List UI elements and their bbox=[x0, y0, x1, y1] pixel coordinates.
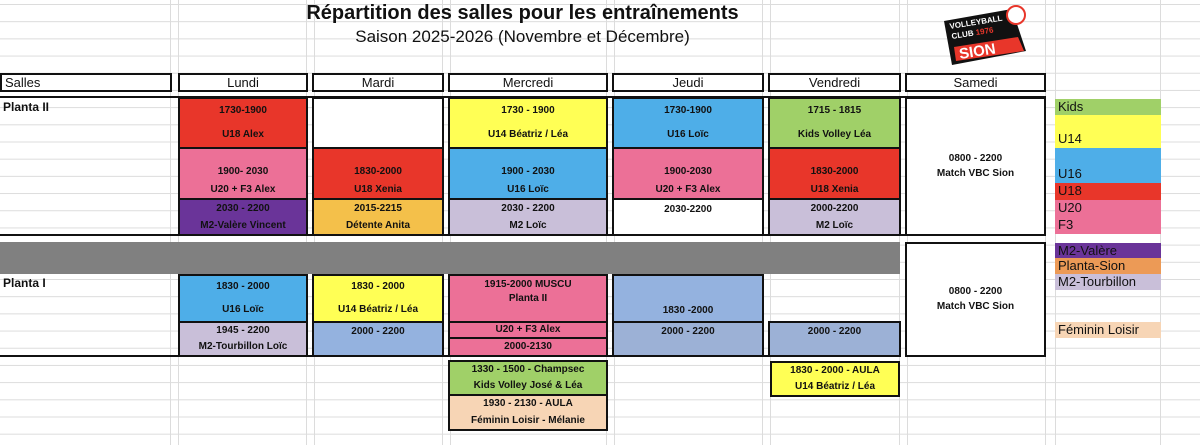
slot-block[interactable]: 1830 - 2000 U14 Béatriz / Léa bbox=[312, 274, 444, 323]
slot-block[interactable]: 1830 -2000 bbox=[612, 274, 764, 323]
vbc-sion-logo: VOLLEYBALL CLUB 1976 SION bbox=[944, 5, 1026, 65]
svg-text:SION: SION bbox=[958, 40, 997, 63]
page-title: Répartition des salles pour les entraîne… bbox=[306, 2, 739, 24]
slot-block[interactable]: 2030-2200 bbox=[612, 198, 764, 236]
legend-u18: U18 bbox=[1055, 183, 1161, 200]
slot-block-samedi[interactable]: 0800 - 2200 Match VBC Sion bbox=[905, 242, 1046, 357]
slot-block[interactable]: 2030 - 2200 M2 Loïc bbox=[448, 198, 608, 236]
section-planta-i: Planta I bbox=[3, 276, 46, 290]
header-salles: Salles bbox=[0, 73, 172, 92]
legend-f3: F3 bbox=[1055, 217, 1161, 234]
slot-block-samedi[interactable]: 0800 - 2200 Match VBC Sion bbox=[905, 97, 1046, 236]
slot-block[interactable]: 1330 - 1500 - Champsec Kids Volley José &… bbox=[448, 360, 608, 396]
slot-block[interactable]: 2015-2215 Détente Anita bbox=[312, 198, 444, 236]
section-planta-ii: Planta II bbox=[3, 100, 50, 114]
slot-block[interactable]: 1900 - 2030 U16 Loïc bbox=[448, 147, 608, 200]
header-samedi: Samedi bbox=[905, 73, 1046, 92]
slot-block bbox=[312, 97, 444, 149]
header-lundi: Lundi bbox=[178, 73, 308, 92]
header-mercredi: Mercredi bbox=[448, 73, 608, 92]
header-vendredi: Vendredi bbox=[768, 73, 901, 92]
slot-block[interactable]: 1730-1900 U16 Loïc bbox=[612, 97, 764, 149]
slot-block[interactable]: 2000 - 2200 bbox=[312, 321, 444, 357]
slot-block[interactable]: 1900- 2030 U20 + F3 Alex bbox=[178, 147, 308, 200]
slot-block[interactable]: 1900-2030 U20 + F3 Alex bbox=[612, 147, 764, 200]
page-subtitle: Saison 2025-2026 (Novembre et Décembre) bbox=[355, 27, 690, 46]
slot-block[interactable]: 2030 - 2200 M2-Valère Vincent bbox=[178, 198, 308, 236]
slot-block[interactable]: 2000-2130 bbox=[448, 337, 608, 357]
slot-block[interactable]: 2000-2200 M2 Loïc bbox=[768, 198, 901, 236]
slot-block[interactable]: 1715 - 1815 Kids Volley Léa bbox=[768, 97, 901, 149]
legend-u14: U14 bbox=[1055, 115, 1161, 148]
legend-m2-valere: M2-Valère bbox=[1055, 243, 1161, 258]
legend-u20: U20 bbox=[1055, 200, 1161, 217]
legend-feminin-loisir: Féminin Loisir bbox=[1055, 322, 1161, 338]
separator-band bbox=[0, 242, 900, 274]
header-mardi: Mardi bbox=[312, 73, 444, 92]
slot-block[interactable]: 1830 - 2000 U16 Loïc bbox=[178, 274, 308, 323]
slot-block[interactable]: 2000 - 2200 bbox=[612, 321, 764, 357]
legend-kids: Kids bbox=[1055, 99, 1161, 115]
slot-block[interactable]: 1945 - 2200 M2-Tourbillon Loïc bbox=[178, 321, 308, 357]
slot-block[interactable]: 1930 - 2130 - AULA Féminin Loisir - Mélan… bbox=[448, 394, 608, 431]
slot-block[interactable]: 1830-2000 U18 Xenia bbox=[768, 147, 901, 200]
slot-block[interactable]: 1730-1900 U18 Alex bbox=[178, 97, 308, 149]
slot-block[interactable]: 1830 - 2000 - AULA U14 Béatriz / Léa bbox=[770, 361, 900, 397]
slot-block[interactable]: 1830-2000 U18 Xenia bbox=[312, 147, 444, 200]
legend-planta-sion: Planta-Sion bbox=[1055, 258, 1161, 274]
legend-m2-tourbillon: M2-Tourbillon bbox=[1055, 274, 1161, 290]
slot-block[interactable]: 1915-2000 MUSCU Planta II bbox=[448, 274, 608, 323]
header-jeudi: Jeudi bbox=[612, 73, 764, 92]
slot-block[interactable]: 1730 - 1900 U14 Béatriz / Léa bbox=[448, 97, 608, 149]
legend-u16: U16 bbox=[1055, 148, 1161, 183]
slot-block[interactable]: 2000 - 2200 bbox=[768, 321, 901, 357]
